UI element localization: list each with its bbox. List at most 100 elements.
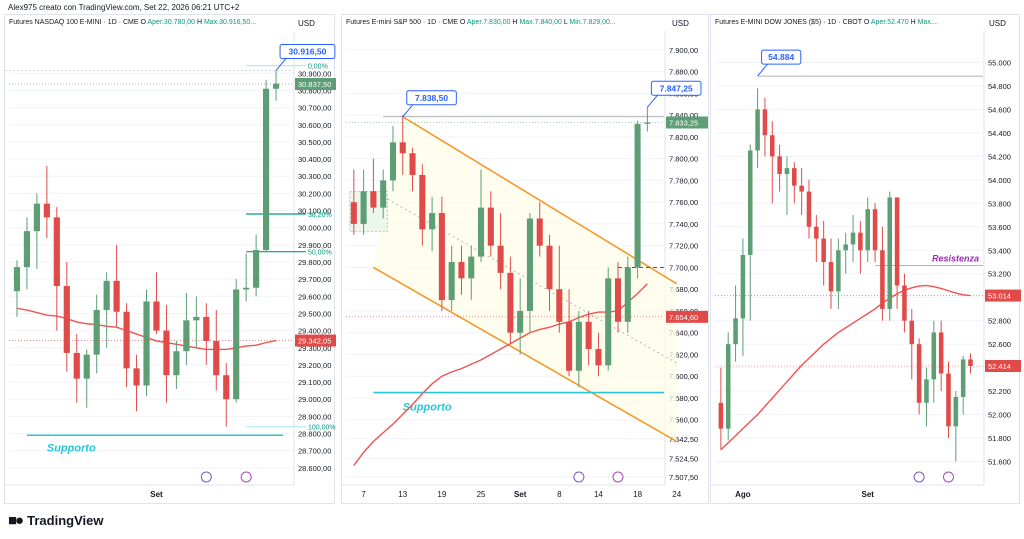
y-tick-label: 30.800,00 xyxy=(298,86,331,95)
candle-body xyxy=(93,310,100,355)
fib-level-label: 38,20% xyxy=(308,212,332,219)
candle-body xyxy=(938,332,944,374)
candle-body xyxy=(458,262,465,279)
chart-title: Futures E-mini S&P 500 · 1D · CME O Aper… xyxy=(346,19,616,26)
candle-body xyxy=(477,207,485,257)
y-tick-label: 28.700,00 xyxy=(298,447,331,456)
x-tick-label: 7 xyxy=(361,490,366,499)
y-tick-label: 7.680,00 xyxy=(669,285,698,294)
callout-box xyxy=(761,49,802,65)
y-tick-label: 28.600,00 xyxy=(298,464,331,473)
x-tick-label: 8 xyxy=(557,490,562,499)
candle-body xyxy=(272,83,280,89)
candle-body xyxy=(487,207,494,246)
candle-body xyxy=(103,280,110,311)
candle-body xyxy=(497,245,504,273)
y-tick-label: 7.800,00 xyxy=(669,155,698,164)
y-tick-label: 54.800 xyxy=(988,82,1011,91)
dividend-event-icon xyxy=(200,471,212,483)
y-tick-label: 30.400,00 xyxy=(298,155,331,164)
candle-body xyxy=(438,213,445,301)
y-tick-label: 7.580,00 xyxy=(669,394,698,403)
nasdaq-chart-panel[interactable]: Futures NASDAQ 100 E-MINI · 1D · CME O A… xyxy=(4,14,336,504)
candle-body xyxy=(806,191,812,227)
candle-body xyxy=(163,330,170,376)
y-tick-label: 7.560,00 xyxy=(669,416,698,425)
tradingview-footer[interactable]: ■● TradingView xyxy=(8,512,103,529)
candle-body xyxy=(585,321,592,350)
dow-chart-panel[interactable]: Futures E-MINI DOW JONES ($5) · 1D · CBO… xyxy=(710,14,1021,504)
callout-label: 54.884 xyxy=(768,52,794,62)
y-tick-label: 53.200 xyxy=(988,270,1011,279)
candle-body xyxy=(536,218,543,246)
callout-pointer xyxy=(757,63,768,77)
candle-body xyxy=(399,142,406,154)
y-tick-label: 30.100,00 xyxy=(298,207,331,216)
candle-body xyxy=(133,368,140,386)
candle-body xyxy=(213,340,220,376)
price-tag xyxy=(985,289,1021,302)
y-tick-label: 7.700,00 xyxy=(669,263,698,272)
y-tick-label: 29.500,00 xyxy=(298,309,331,318)
candle-body xyxy=(718,402,724,429)
currency-label: USD xyxy=(989,19,1006,28)
price-tag-label: 7.654,60 xyxy=(669,313,698,322)
candle-body xyxy=(865,209,870,251)
callout-pointer xyxy=(646,94,658,108)
candle-body xyxy=(183,320,190,352)
candle-body xyxy=(909,320,915,345)
candle-body xyxy=(143,301,150,386)
candle-body xyxy=(634,123,641,268)
candle-body xyxy=(850,232,856,245)
candle-body xyxy=(517,310,524,333)
y-tick-label: 29.600,00 xyxy=(298,292,331,301)
candle-body xyxy=(370,191,377,208)
price-tag-label: 7.833,25 xyxy=(669,118,698,127)
y-tick-label: 29.200,00 xyxy=(298,361,331,370)
earnings-event-icon xyxy=(240,471,252,483)
y-tick-label: 29.100,00 xyxy=(298,378,331,387)
y-tick-label: 29.400,00 xyxy=(298,327,331,336)
candle-body xyxy=(556,289,563,322)
y-tick-label: 7.780,00 xyxy=(669,176,698,185)
candle-body xyxy=(821,238,826,262)
candle-body xyxy=(263,88,270,250)
candle-body xyxy=(725,344,731,429)
earnings-event-icon xyxy=(612,471,624,483)
channel-upper-line xyxy=(402,116,678,285)
y-tick-label: 7.740,00 xyxy=(669,220,698,229)
candle-body xyxy=(644,122,651,124)
y-tick-label: 30.000,00 xyxy=(298,224,331,233)
y-tick-label: 53.600 xyxy=(988,223,1011,232)
y-tick-label: 52.200 xyxy=(988,387,1011,396)
tradingview-logo-icon: ■● xyxy=(8,512,24,529)
y-tick-label: 7.900,00 xyxy=(669,46,698,55)
attribution: Alex975 creato con TradingView.com, Set … xyxy=(8,3,240,12)
y-tick-label: 53.800 xyxy=(988,199,1011,208)
candle-body xyxy=(924,379,929,403)
price-tag xyxy=(295,78,336,91)
candle-body xyxy=(173,351,180,376)
candle-body xyxy=(33,203,40,232)
candle-body xyxy=(902,285,907,321)
currency-label: USD xyxy=(672,19,689,28)
x-tick-label: Set xyxy=(861,490,874,499)
candle-body xyxy=(575,321,582,371)
candle-body xyxy=(814,226,819,239)
y-tick-label: 29.300,00 xyxy=(298,344,331,353)
candle-body xyxy=(784,168,790,174)
candle-body xyxy=(123,311,130,369)
sp500-chart-panel[interactable]: Futures E-mini S&P 500 · 1D · CME O Aper… xyxy=(341,14,709,504)
candle-body xyxy=(828,262,834,292)
candle-body xyxy=(799,185,804,192)
fib-level-label: 0,00% xyxy=(308,64,328,71)
candle-body xyxy=(253,249,260,288)
candle-body xyxy=(233,289,240,400)
brand-name: TradingView xyxy=(27,513,104,528)
y-tick-label: 30.300,00 xyxy=(298,172,331,181)
y-tick-label: 7.760,00 xyxy=(669,198,698,207)
candle-body xyxy=(605,278,612,366)
candle-body xyxy=(624,267,631,322)
candle-body xyxy=(614,278,622,322)
candle-body xyxy=(953,396,959,427)
